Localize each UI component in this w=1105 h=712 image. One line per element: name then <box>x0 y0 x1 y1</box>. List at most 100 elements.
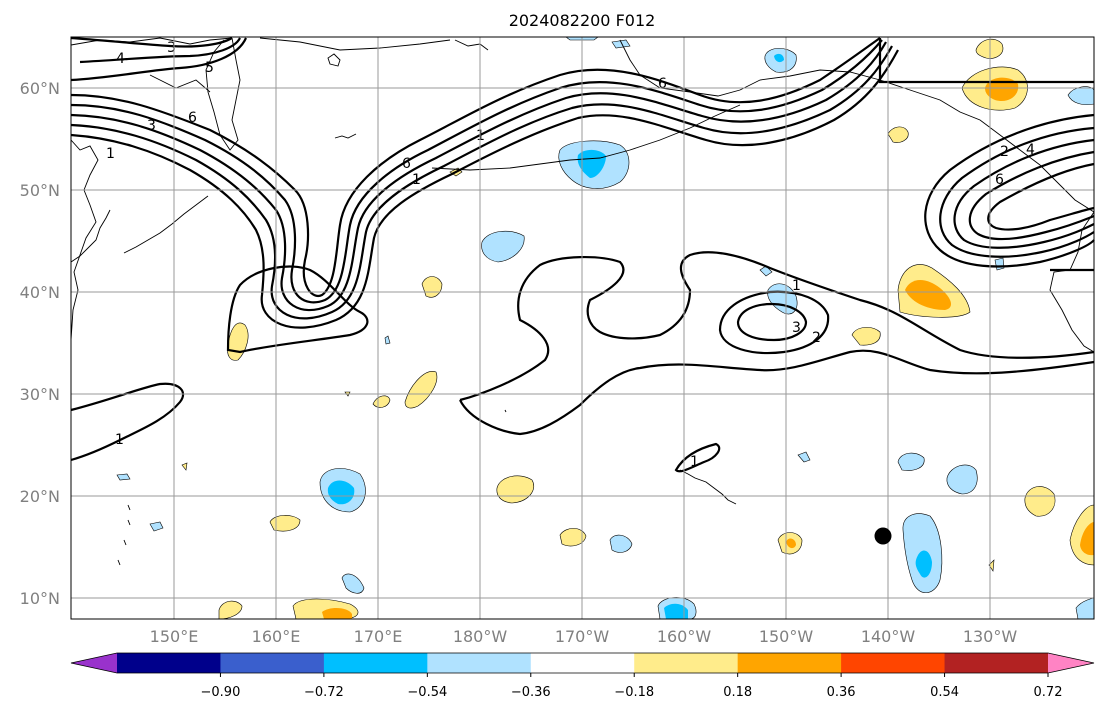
negative-patch <box>341 573 365 594</box>
lat-label: 60°N <box>20 79 60 98</box>
contour-label: 4 <box>116 51 125 67</box>
positive-patch <box>851 327 881 346</box>
colorbar-bin <box>220 653 325 673</box>
negative-core <box>664 603 688 619</box>
negative-patch <box>149 521 164 532</box>
lat-label: 20°N <box>20 487 60 506</box>
contour-line <box>70 45 893 320</box>
lon-label: 140°W <box>861 627 916 646</box>
colorbar-bin <box>117 653 221 673</box>
negative-patch <box>994 257 1005 271</box>
negative-core <box>577 149 606 178</box>
contour-line <box>939 126 1095 258</box>
contour-label: 2 <box>812 330 821 346</box>
colorbar-bin <box>841 653 946 673</box>
contour-line <box>987 162 1095 231</box>
colorbar-tick-label: 0.18 <box>723 685 752 700</box>
lon-label: 130°W <box>963 627 1018 646</box>
contour-line <box>953 138 1095 249</box>
colorbar-tick-label: 0.54 <box>930 685 959 700</box>
lon-label: 150°E <box>150 627 199 646</box>
contour-line <box>924 113 1095 268</box>
colorbar-bin <box>634 653 739 673</box>
contour-line <box>70 39 883 304</box>
colorbar-tick-label: −0.72 <box>304 685 344 700</box>
positive-core <box>985 77 1019 102</box>
lon-label: 150°W <box>759 627 814 646</box>
positive-patch <box>1024 486 1056 517</box>
colorbar-outline <box>70 652 1095 674</box>
positive-core <box>1080 522 1094 556</box>
colorbar-extend-min <box>71 653 117 673</box>
colorbar: −0.90 −0.72 −0.54 −0.36 −0.18 0.18 0.36 0.54 0.7… <box>70 652 1095 700</box>
negative-patch <box>609 534 633 553</box>
contour-line <box>70 382 185 462</box>
contour-line <box>878 38 1094 84</box>
lat-label: 40°N <box>20 283 60 302</box>
positive-patch <box>559 528 587 547</box>
lon-label: 170°W <box>555 627 610 646</box>
contour-label: 6 <box>402 156 411 172</box>
contour-label: 1 <box>792 278 801 294</box>
contour-label: 1 <box>690 454 699 470</box>
contour-label: 1 <box>115 432 124 448</box>
coastlines <box>70 37 1095 566</box>
lon-label: 170°E <box>354 627 403 646</box>
negative-patch <box>384 335 391 345</box>
colorbar-tick-label: −0.36 <box>511 685 551 700</box>
negative-core <box>774 53 784 63</box>
map-title: 2024082200 F012 <box>509 11 656 30</box>
contour-line <box>70 37 248 82</box>
negative-patch <box>611 39 631 49</box>
map-frame <box>70 36 1095 620</box>
positive-patch <box>975 38 1004 59</box>
contour-line <box>459 349 1095 436</box>
island-dots <box>117 409 507 566</box>
contour-label: 2 <box>1000 144 1009 160</box>
contour-label: 5 <box>205 60 214 76</box>
asia-coastline <box>70 139 99 341</box>
colorbar-bin <box>530 653 635 673</box>
contour-line <box>70 49 899 329</box>
st-lawrence-island <box>454 39 489 51</box>
colorbar-tick-label: −0.54 <box>407 685 447 700</box>
negative-patch <box>946 464 978 495</box>
contour-label: 1 <box>106 146 115 162</box>
positive-core <box>905 279 952 310</box>
okhotsk-coastline <box>149 74 211 93</box>
negative-core <box>915 550 932 578</box>
lat-label: 30°N <box>20 385 60 404</box>
map-panel: 4 3 5 6 3 1 6 1 1 1 2 3 1 1 6 4 2 6 <box>70 36 1095 620</box>
contour-label: 6 <box>995 172 1004 188</box>
contour-label: 3 <box>147 118 156 134</box>
kamchatka-coastline <box>205 37 241 151</box>
positive-patch <box>988 559 995 572</box>
contour-label: 3 <box>792 320 801 336</box>
contour-label: 3 <box>167 40 176 56</box>
contour-line <box>70 36 233 48</box>
kuril-islands <box>123 195 209 254</box>
kamchatka-peninsula <box>327 53 341 67</box>
contour-line <box>968 150 1095 241</box>
colorbar-tick-label: 0.72 <box>1034 685 1063 700</box>
positive-patch <box>269 515 301 532</box>
negative-patch <box>116 473 131 481</box>
contour-label: 6 <box>188 110 197 126</box>
positive-patch <box>404 371 438 409</box>
lat-label: 10°N <box>20 589 60 608</box>
contour-line <box>459 251 1095 402</box>
na-west-coast <box>1049 211 1095 353</box>
colorbar-tick-label: −0.90 <box>201 685 241 700</box>
negative-patch <box>897 452 925 471</box>
negative-patch <box>797 451 811 463</box>
lon-label: 160°E <box>252 627 301 646</box>
contour-label: 6 <box>658 76 667 92</box>
commander-islands <box>334 133 357 139</box>
hawaii-islands <box>679 469 737 505</box>
colorbar-bin <box>427 653 532 673</box>
negative-patch <box>481 230 525 263</box>
colorbar-bin <box>737 653 842 673</box>
contour-line <box>226 265 369 354</box>
positive-patch <box>218 600 243 620</box>
colorbar-extend-max <box>1048 653 1094 673</box>
